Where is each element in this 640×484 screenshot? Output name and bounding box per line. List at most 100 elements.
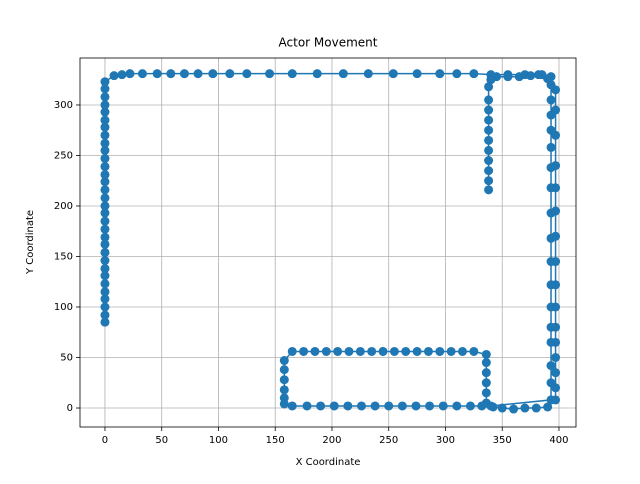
marker [546, 361, 556, 371]
marker [435, 69, 445, 79]
marker [100, 232, 110, 242]
marker [100, 247, 110, 257]
marker [100, 256, 110, 266]
marker [389, 346, 399, 356]
marker [526, 71, 536, 81]
marker [384, 401, 394, 411]
marker [100, 317, 110, 327]
marker [481, 349, 491, 359]
marker [100, 162, 110, 172]
marker [497, 403, 507, 413]
marker [333, 346, 343, 356]
x-tick-label: 50 [155, 435, 168, 446]
marker [509, 404, 519, 414]
marker [452, 69, 462, 79]
marker [469, 69, 479, 79]
marker [367, 346, 377, 356]
marker [484, 145, 494, 155]
marker [343, 401, 353, 411]
marker [100, 92, 110, 102]
marker [299, 346, 309, 356]
marker [287, 401, 297, 411]
marker [100, 177, 110, 187]
marker [310, 346, 320, 356]
marker [363, 69, 373, 79]
marker [312, 69, 322, 79]
marker [242, 69, 252, 79]
marker [546, 110, 556, 120]
x-tick-label: 0 [102, 435, 108, 446]
marker [287, 346, 297, 356]
marker [100, 145, 110, 155]
marker [531, 403, 541, 413]
x-tick-label: 400 [549, 435, 568, 446]
marker [484, 166, 494, 176]
marker [100, 154, 110, 164]
y-tick-label: 300 [54, 100, 73, 111]
marker [208, 69, 218, 79]
marker [484, 185, 494, 195]
marker [329, 401, 339, 411]
marker [279, 399, 289, 409]
marker [321, 346, 331, 356]
marker [137, 69, 147, 79]
marker [446, 346, 456, 356]
marker [100, 130, 110, 140]
marker [484, 95, 494, 105]
marker [100, 279, 110, 289]
marker [100, 170, 110, 180]
marker [551, 368, 561, 378]
marker [520, 403, 530, 413]
marker [546, 183, 556, 193]
marker [302, 401, 312, 411]
x-tick-label: 250 [379, 435, 398, 446]
marker [484, 105, 494, 115]
marker [225, 69, 235, 79]
marker [484, 125, 494, 135]
marker [546, 95, 556, 105]
marker [100, 264, 110, 274]
x-tick-label: 150 [266, 435, 285, 446]
marker [423, 346, 433, 356]
marker [287, 69, 297, 79]
marker [279, 375, 289, 385]
marker [100, 271, 110, 281]
marker [514, 72, 524, 82]
marker [100, 77, 110, 87]
marker [100, 302, 110, 312]
marker [546, 125, 556, 135]
marker [486, 75, 496, 85]
marker [546, 280, 556, 290]
marker [100, 239, 110, 249]
marker [484, 156, 494, 166]
y-tick-label: 150 [54, 251, 73, 262]
marker [378, 346, 388, 356]
marker [484, 115, 494, 125]
marker [100, 138, 110, 148]
marker [425, 401, 435, 411]
y-tick-label: 100 [54, 302, 73, 313]
marker [100, 287, 110, 297]
y-axis-label: Y Coordinate [25, 210, 36, 275]
marker [388, 69, 398, 79]
marker [546, 378, 556, 388]
marker [100, 193, 110, 203]
marker [546, 208, 556, 218]
x-tick-label: 200 [322, 435, 341, 446]
marker [117, 70, 127, 80]
marker [546, 80, 556, 90]
marker [279, 356, 289, 366]
marker [435, 346, 445, 356]
marker [279, 365, 289, 375]
x-tick-label: 300 [436, 435, 455, 446]
marker [100, 208, 110, 218]
axes-frame [79, 57, 577, 428]
marker [546, 142, 556, 152]
marker [481, 358, 491, 368]
marker [100, 294, 110, 304]
marker [551, 353, 561, 363]
marker [477, 401, 487, 411]
marker [412, 346, 422, 356]
marker [316, 401, 326, 411]
